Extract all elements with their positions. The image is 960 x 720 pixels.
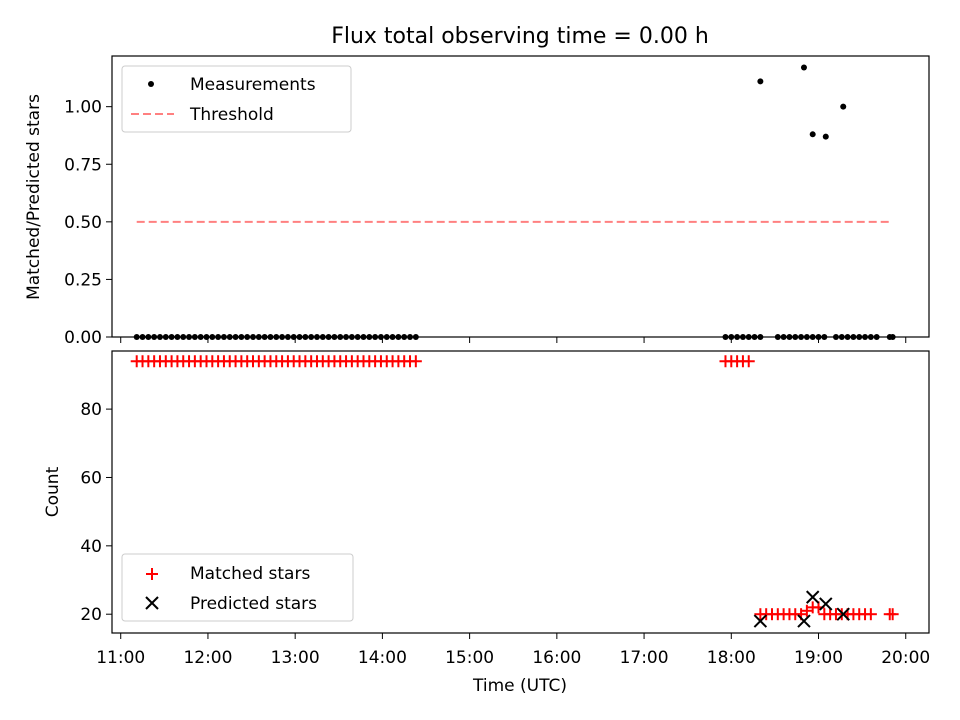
predicted-star-point bbox=[797, 614, 811, 628]
top-axes: 0.00 0.25 0.50 0.75 1.00 Matched/Predicted s… bbox=[24, 55, 930, 348]
x-tick-label: 15:00 bbox=[445, 648, 494, 668]
top-legend: Measurements Threshold bbox=[121, 65, 352, 133]
x-tick-label: 19:00 bbox=[794, 648, 843, 668]
x-tick-label: 17:00 bbox=[620, 648, 669, 668]
bottom-y-axis-label: Count bbox=[43, 466, 63, 517]
predicted-legend-label: Predicted stars bbox=[190, 594, 317, 614]
top-x-ticks bbox=[120, 337, 907, 343]
x-tick-label: 14:00 bbox=[358, 648, 407, 668]
matched-star-point bbox=[864, 608, 877, 621]
predicted-star-point bbox=[753, 614, 768, 628]
x-tick-label: 16:00 bbox=[532, 648, 581, 668]
measurement-point bbox=[840, 103, 847, 110]
predicted-star-point bbox=[805, 590, 820, 604]
measurement-point bbox=[809, 131, 816, 138]
top-y-axis-label: Matched/Predicted stars bbox=[24, 94, 44, 300]
y-tick-label: 0.75 bbox=[64, 155, 102, 175]
matched-star-point bbox=[886, 608, 899, 621]
matched-star-point bbox=[409, 355, 422, 368]
bottom-axes-frame bbox=[111, 350, 930, 634]
top-axes-frame bbox=[111, 55, 930, 338]
x-tick-label: 12:00 bbox=[183, 648, 232, 668]
chart-title: Flux total observing time = 0.00 h bbox=[331, 24, 709, 49]
matched-legend-marker bbox=[146, 568, 158, 580]
y-tick-label: 80 bbox=[80, 400, 102, 420]
bottom-legend: Matched stars Predicted stars bbox=[121, 553, 354, 622]
measurement-point bbox=[757, 78, 764, 85]
x-tick-label: 13:00 bbox=[271, 648, 320, 668]
y-tick-label: 20 bbox=[80, 605, 102, 625]
predicted-star-point bbox=[819, 597, 833, 611]
bottom-y-ticks: 20 40 60 80 bbox=[80, 400, 112, 625]
bottom-legend-box bbox=[121, 553, 354, 622]
threshold-legend-label: Threshold bbox=[189, 105, 274, 125]
x-tick-label: 18:00 bbox=[707, 648, 756, 668]
measurements-legend-label: Measurements bbox=[190, 75, 316, 95]
top-legend-box bbox=[121, 65, 352, 133]
y-tick-label: 60 bbox=[80, 468, 102, 488]
bottom-plot-area bbox=[130, 355, 899, 628]
top-y-ticks: 0.00 0.25 0.50 0.75 1.00 bbox=[64, 98, 112, 348]
x-axis-label: Time (UTC) bbox=[472, 676, 567, 696]
measurement-point bbox=[800, 64, 807, 71]
matched-legend-label: Matched stars bbox=[190, 564, 310, 584]
predicted-star-point bbox=[836, 607, 850, 621]
y-tick-label: 0.00 bbox=[64, 328, 102, 348]
x-tick-label: 20:00 bbox=[881, 648, 930, 668]
y-tick-label: 40 bbox=[80, 537, 102, 557]
y-tick-label: 0.25 bbox=[64, 270, 102, 290]
y-tick-label: 0.50 bbox=[64, 213, 102, 233]
y-tick-label: 1.00 bbox=[64, 98, 102, 118]
x-tick-label: 11:00 bbox=[96, 648, 145, 668]
measurement-point bbox=[822, 133, 829, 140]
measurements-legend-marker bbox=[148, 81, 154, 87]
bottom-x-ticks: 11:00 12:00 13:00 14:00 15:00 16:00 17:00 18:00… bbox=[96, 633, 930, 668]
matched-star-point bbox=[742, 355, 755, 368]
predicted-legend-marker bbox=[145, 596, 159, 610]
